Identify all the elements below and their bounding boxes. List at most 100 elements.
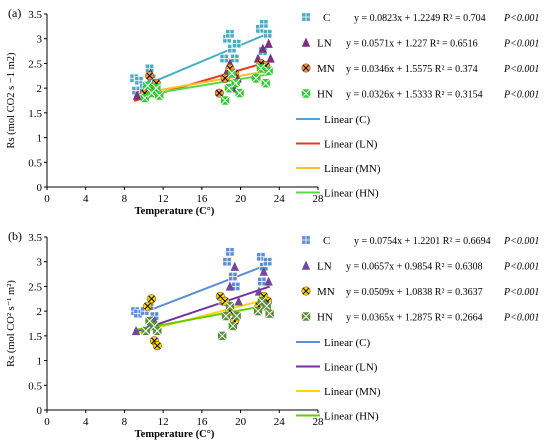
data-point-hn-pattern [149, 321, 159, 331]
legend-marker-ln [301, 37, 311, 47]
x-tick-label: 16 [196, 416, 208, 428]
data-point-mn-pattern [154, 342, 161, 350]
legend-label-hn: HN [317, 89, 333, 101]
legend-label-ln: LN [317, 261, 332, 273]
p-value: P<0.001 [503, 64, 539, 75]
data-point-hn-pattern [251, 73, 261, 83]
legend-marker-ln [301, 260, 311, 270]
fit-legend-label: Linear (MN) [324, 386, 381, 398]
y-tick-label: 1 [37, 133, 43, 145]
data-point-hn-pattern [253, 306, 263, 316]
data-point-ln [225, 281, 235, 291]
legend-marker-mn-pattern [302, 64, 310, 72]
data-point-hn-pattern [227, 68, 237, 78]
x-tick-label: 24 [274, 416, 286, 428]
fit-legend-label: Linear (HN) [324, 411, 379, 423]
legend-label-c: C [323, 12, 330, 24]
regression-equation: y = 0.0509x + 1.0838 R² = 0.3637 [346, 287, 483, 298]
legend-marker-hn-pattern [301, 311, 311, 322]
trend-line-c [133, 263, 270, 318]
regression-equation: y = 0.0346x + 1.5575 R² = 0.374 [346, 64, 478, 75]
fit-legend-label: Linear (C) [324, 114, 370, 126]
chart-a-svg: (a) 0 0.5 1 1.5 2 2.5 3 3.5 0 4 8 12 16 20 24 28 Temperat… [6, 6, 539, 217]
fit-legend-label: Linear (HN) [324, 188, 379, 200]
data-point-hn-pattern [228, 321, 238, 331]
y-tick-label: 0.5 [28, 157, 42, 169]
data-point-ln [131, 325, 141, 336]
chart-b-svg: (b) 0 0.5 1 1.5 2 2.5 3 3.5 0 4 8 12 16 20 24 28 Temperat… [6, 229, 539, 440]
y-tick-label: 2.5 [28, 281, 42, 293]
x-tick-label: 20 [235, 193, 247, 205]
y-axis-title: Rs (mol CO2 s −1 m2) [6, 52, 17, 149]
regression-equation: y = 0.0326x + 1.5333 R² = 0.3154 [346, 90, 483, 101]
data-point-hn-pattern [262, 301, 272, 311]
x-tick-label: 16 [196, 193, 208, 205]
data-point-mn-pattern [148, 295, 155, 303]
data-point-hn-pattern [265, 309, 275, 319]
regression-equation: y = 0.0571x + 1.227 R² = 0.6516 [346, 39, 478, 50]
x-tick-label: 4 [83, 416, 89, 428]
x-tick-label: 12 [158, 416, 169, 428]
data-point-hn-pattern [152, 326, 162, 336]
fit-legend-label: Linear (LN) [324, 362, 378, 374]
series-hn [141, 296, 275, 341]
p-value: P<0.001 [503, 39, 539, 50]
legend-label-c: C [323, 235, 330, 247]
data-point-mn-pattern [221, 297, 229, 305]
data-point-hn-pattern [151, 83, 161, 93]
data-point-ln [132, 90, 142, 100]
y-tick-label: 2 [37, 83, 43, 95]
x-tick-label: 28 [313, 193, 325, 205]
series-mn [143, 291, 273, 351]
regression-equation: y = 0.0754x + 1.2201 R² = 0.6694 [354, 236, 491, 247]
regression-equation: y = 0.0657x + 0.9854 R² = 0.6308 [346, 262, 483, 273]
y-tick-label: 1 [37, 356, 43, 368]
chart-panel-a: (a) 0 0.5 1 1.5 2 2.5 3 3.5 0 4 8 12 16 20 24 28 Temperat… [6, 6, 539, 217]
y-tick-label: 3 [37, 34, 43, 46]
x-axis-title: Temperature (C°) [135, 206, 215, 217]
data-point-hn-pattern [221, 311, 231, 321]
y-tick-label: 2.5 [28, 58, 42, 70]
data-point-hn-pattern [257, 296, 267, 306]
data-point-mn-pattern [151, 337, 158, 345]
x-axis-title: Temperature (C°) [135, 429, 215, 440]
legend-label-mn: MN [317, 63, 335, 75]
data-point-ln [230, 261, 239, 271]
data-point-hn-pattern [261, 78, 271, 88]
x-tick-label: 24 [274, 193, 286, 205]
p-value: P<0.001 [503, 13, 539, 24]
p-value: P<0.001 [503, 90, 539, 101]
y-tick-label: 2 [37, 306, 43, 318]
data-point-ln [264, 276, 273, 286]
data-point-mn-pattern [215, 89, 223, 97]
data-point-mn-pattern [144, 302, 151, 310]
y-tick-label: 0 [37, 182, 43, 194]
p-value: P<0.001 [503, 287, 539, 298]
data-point-hn-pattern [145, 316, 155, 326]
data-point-hn-pattern [220, 95, 230, 106]
x-tick-label: 28 [313, 416, 325, 428]
data-point-hn-pattern [264, 66, 274, 76]
data-point-hn-pattern [154, 91, 164, 101]
fit-legend-label: Linear (LN) [324, 139, 378, 151]
data-point-hn-pattern [235, 88, 245, 98]
fit-legend-label: Linear (MN) [324, 163, 381, 175]
y-tick-label: 3 [37, 257, 43, 269]
data-point-hn-pattern [231, 78, 241, 88]
y-tick-label: 3.5 [28, 232, 42, 244]
x-tick-label: 8 [122, 193, 128, 205]
data-point-ln [259, 266, 268, 276]
panel-label: (b) [8, 229, 22, 243]
x-tick-label: 4 [83, 193, 89, 205]
y-axis-title: Rs (mol CO² s⁻¹ m²) [6, 280, 17, 367]
x-tick-label: 8 [122, 416, 128, 428]
data-point-ln [258, 43, 268, 53]
data-point-ln [266, 53, 275, 63]
data-point-mn-pattern [221, 74, 229, 82]
x-tick-label: 0 [44, 193, 50, 205]
y-tick-label: 0 [37, 405, 43, 417]
p-value: P<0.001 [503, 236, 539, 247]
data-point-hn-pattern [141, 326, 151, 336]
legend-label-mn: MN [317, 286, 335, 298]
legend-label-hn: HN [317, 312, 333, 324]
